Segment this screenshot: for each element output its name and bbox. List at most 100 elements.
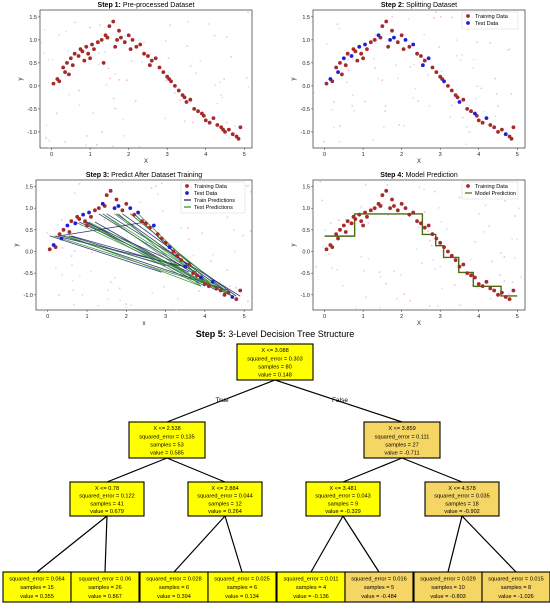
legend-entry: Test Predictions — [194, 205, 233, 211]
noise-dot — [414, 87, 417, 90]
legend-entry: Test Data — [475, 21, 499, 27]
noise-dot — [398, 124, 401, 126]
y-axis-label: y — [291, 244, 297, 247]
test-point — [349, 54, 354, 58]
noise-dot — [71, 264, 73, 267]
training-point — [419, 221, 423, 226]
x-tick-label: 4 — [477, 152, 480, 158]
y-axis-label: y — [14, 244, 20, 247]
noise-dot — [459, 304, 462, 307]
prediction-line — [67, 235, 202, 287]
tree-node-line: X <= 4.578 — [448, 486, 475, 492]
tree-edge — [173, 515, 226, 573]
test-point — [51, 243, 56, 247]
y-tick-label: 1.5 — [302, 185, 310, 191]
tree-node-line: value = -0.329 — [325, 509, 361, 515]
noise-dot — [247, 184, 250, 187]
noise-dot — [387, 214, 389, 217]
tree-edge — [447, 515, 463, 573]
noise-dot — [441, 287, 443, 290]
tree-node-box — [69, 481, 145, 517]
noise-dot — [331, 267, 333, 269]
noise-dot — [223, 78, 225, 80]
tree-node-line: samples = 80 — [258, 364, 291, 370]
noise-dot — [189, 65, 192, 67]
y-tick-label: 0.5 — [302, 228, 310, 234]
training-point — [388, 206, 392, 211]
noise-dot — [97, 304, 100, 307]
noise-dot — [191, 121, 194, 124]
noise-dot — [495, 93, 498, 95]
training-point — [82, 58, 87, 63]
training-point — [384, 188, 389, 193]
series-train — [47, 188, 243, 302]
test-point — [230, 295, 235, 299]
noise-dot — [160, 182, 163, 185]
plot-title: Step 4: Model Prediction — [380, 172, 458, 179]
training-point — [426, 223, 431, 228]
noise-dot — [497, 105, 499, 107]
prediction-line — [61, 235, 170, 267]
tree-node-line: samples = 26 — [88, 585, 121, 591]
training-point — [117, 28, 121, 33]
noise-dot — [153, 252, 156, 255]
noise-dot — [125, 303, 128, 305]
tree-title-text: 3-Level Decision Tree Structure — [228, 329, 354, 339]
noise-dot — [415, 248, 418, 251]
noise-dot — [367, 258, 370, 260]
training-point — [175, 253, 180, 258]
plot-noise — [315, 180, 522, 310]
training-point — [355, 58, 360, 63]
y-tick-label: 1.5 — [25, 185, 33, 191]
series-train — [324, 19, 516, 141]
plot-title: Step 2: Splitting Dataset — [381, 2, 457, 9]
plot-p3: Step 3: Predict After Dataset Training 0 1… — [14, 172, 253, 327]
training-point — [324, 81, 329, 86]
noise-dot — [126, 79, 128, 82]
training-point — [226, 127, 231, 132]
training-point — [430, 65, 435, 70]
noise-dot — [364, 183, 367, 186]
training-point — [390, 197, 394, 202]
noise-dot — [434, 11, 437, 14]
prediction-line — [102, 213, 186, 273]
training-point — [403, 206, 408, 211]
tree-node-line: squared_error = 0.029 — [420, 576, 476, 582]
noise-dot — [186, 21, 189, 23]
training-point — [461, 97, 466, 102]
test-point — [420, 63, 425, 68]
noise-dot — [329, 222, 332, 224]
training-point — [142, 51, 146, 56]
training-point — [509, 136, 514, 141]
tree-node-line: X <= 3.859 — [388, 426, 415, 432]
tree-node-line: X <= 0.78 — [95, 486, 119, 492]
training-point — [51, 81, 56, 86]
noise-dot — [429, 239, 431, 242]
training-point — [361, 223, 366, 228]
tree-node-line: samples = 6 — [159, 585, 189, 591]
training-point — [124, 201, 129, 206]
training-point — [149, 58, 154, 63]
training-point — [144, 221, 148, 226]
y-tick-label: 1.5 — [302, 15, 310, 21]
plot-p4: Step 4: Model Prediction 0 1 2 3 4 5 -1.0 -0.5 0.… — [291, 172, 526, 327]
training-point — [449, 253, 454, 258]
noise-dot — [74, 21, 76, 24]
prediction-line — [88, 221, 233, 297]
noise-dot — [338, 219, 340, 222]
tree-node-line: samples = 10 — [431, 585, 464, 591]
noise-dot — [365, 296, 367, 298]
legend-marker — [466, 184, 470, 188]
plot-title-step: Step 1: — [98, 2, 123, 9]
tree-node-line: value = -0.711 — [384, 451, 419, 457]
test-point — [392, 35, 396, 40]
noise-dot — [245, 77, 248, 79]
training-point — [203, 118, 208, 123]
noise-dot — [433, 17, 436, 19]
noise-dot — [362, 270, 365, 272]
noise-dot — [78, 104, 81, 106]
y-tick-label: 0.5 — [302, 61, 310, 67]
tree-node-box — [70, 571, 140, 603]
x-axis-label: X — [144, 159, 148, 165]
